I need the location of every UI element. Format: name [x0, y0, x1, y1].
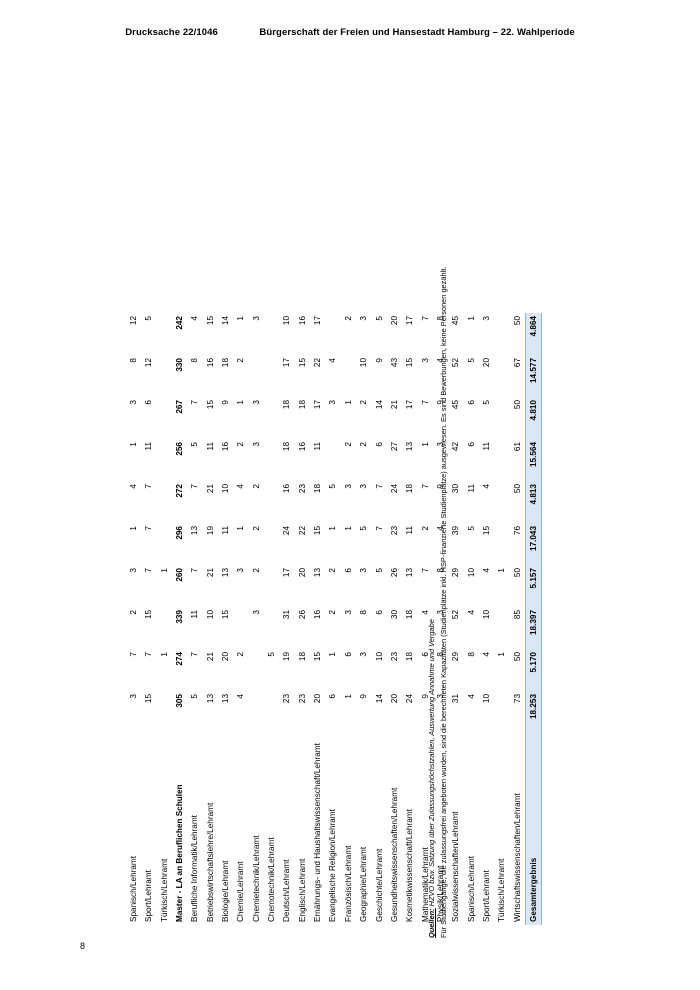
header-title: Bürgerschaft der Freien und Hansestadt H…: [259, 27, 575, 38]
source-text: HZVO bzw. Satzung über Zulassungshöchstz…: [427, 619, 436, 907]
page-header: Drucksache 22/1046 Bürgerschaft der Frei…: [0, 27, 700, 38]
footnote-line-2: Für Studiengänge, die zulassungsfrei ang…: [438, 266, 448, 938]
source-line: Quellen: HZVO bzw. Satzung über Zulassun…: [426, 578, 438, 938]
page-number: 8: [80, 941, 86, 951]
source-label: Quellen:: [427, 908, 436, 938]
footnotes: Quellen: HZVO bzw. Satzung über Zulassun…: [426, 266, 460, 938]
header-drucksache: Drucksache 22/1046: [125, 27, 218, 38]
